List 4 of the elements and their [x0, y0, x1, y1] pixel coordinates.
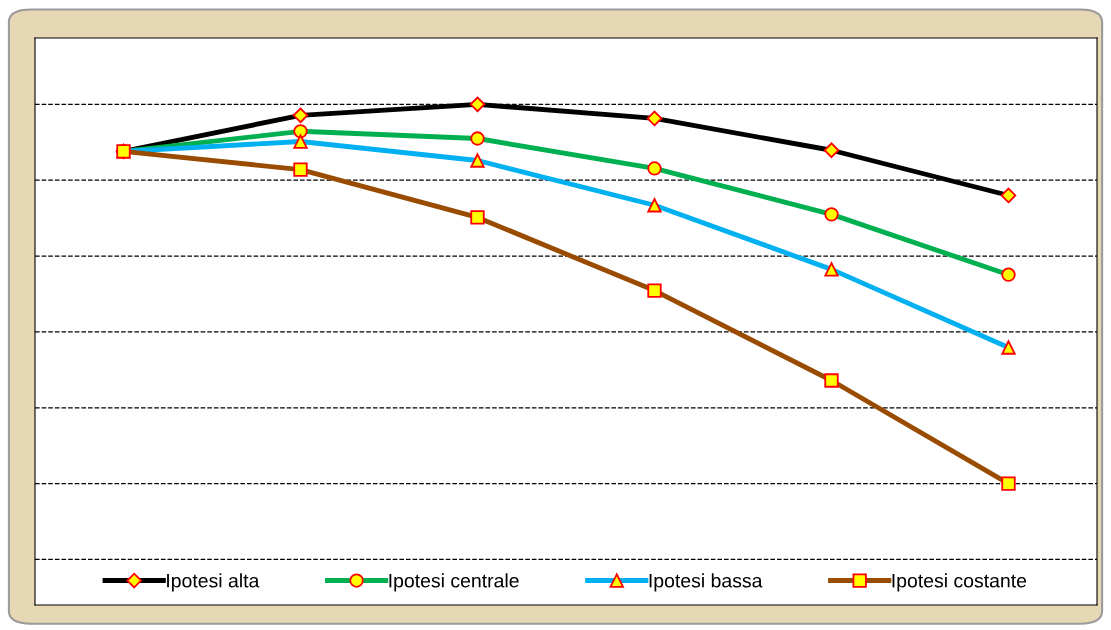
legend-label: Ipotesi alta — [167, 573, 260, 592]
legend-label: Ipotesi bassa — [649, 573, 763, 592]
legend-label: Ipotesi costante — [892, 573, 1027, 592]
legend-label: Ipotesi centrale — [389, 573, 519, 592]
